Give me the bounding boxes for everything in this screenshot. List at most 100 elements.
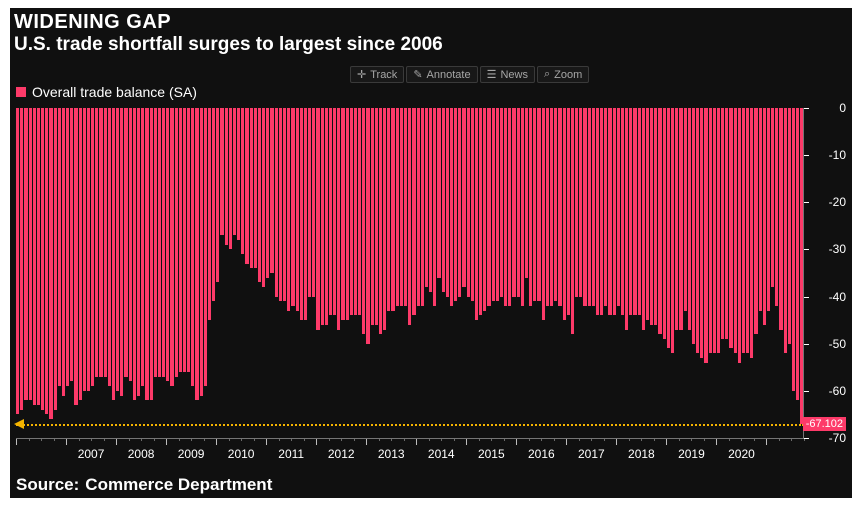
x-tick-label: 2008 bbox=[128, 447, 155, 461]
x-tick-minor bbox=[529, 439, 530, 441]
y-tick-label: -10 bbox=[810, 148, 846, 162]
x-tick-major bbox=[466, 439, 467, 445]
x-tick-minor bbox=[791, 439, 792, 441]
bar bbox=[150, 108, 153, 400]
zoom-button[interactable]: ⌕ Zoom bbox=[537, 66, 589, 83]
y-tick-mark bbox=[804, 391, 809, 392]
bar bbox=[154, 108, 157, 377]
bar bbox=[754, 108, 757, 334]
bar bbox=[788, 108, 791, 344]
bar bbox=[16, 108, 19, 414]
x-tick-minor bbox=[441, 439, 442, 441]
bar bbox=[779, 108, 782, 330]
bar bbox=[129, 108, 132, 381]
x-tick-label: 2007 bbox=[78, 447, 105, 461]
bar bbox=[696, 108, 699, 353]
bar bbox=[391, 108, 394, 311]
x-tick-minor bbox=[154, 439, 155, 441]
chart-panel: WIDENING GAP U.S. trade shortfall surges… bbox=[10, 8, 852, 498]
bar bbox=[746, 108, 749, 353]
bar bbox=[337, 108, 340, 330]
bar bbox=[321, 108, 324, 325]
x-tick-minor bbox=[654, 439, 655, 441]
bar bbox=[300, 108, 303, 320]
bar bbox=[554, 108, 557, 301]
x-tick-major bbox=[416, 439, 417, 445]
x-tick-minor bbox=[379, 439, 380, 441]
bar bbox=[404, 108, 407, 306]
bar bbox=[275, 108, 278, 297]
y-tick-mark bbox=[804, 344, 809, 345]
bar bbox=[771, 108, 774, 287]
bar bbox=[692, 108, 695, 344]
bar bbox=[725, 108, 728, 339]
bar bbox=[621, 108, 624, 315]
x-tick-minor bbox=[79, 439, 80, 441]
legend-label: Overall trade balance (SA) bbox=[32, 84, 197, 100]
bar bbox=[658, 108, 661, 334]
bar bbox=[208, 108, 211, 320]
bar bbox=[175, 108, 178, 377]
bar bbox=[304, 108, 307, 320]
news-button[interactable]: ☰ News bbox=[480, 66, 535, 83]
x-tick-minor bbox=[104, 439, 105, 441]
bar bbox=[721, 108, 724, 339]
x-tick-minor bbox=[254, 439, 255, 441]
bar bbox=[162, 108, 165, 377]
bar bbox=[312, 108, 315, 297]
bar bbox=[646, 108, 649, 320]
x-tick-minor bbox=[479, 439, 480, 441]
plot-area[interactable] bbox=[16, 108, 804, 438]
bar bbox=[387, 108, 390, 311]
x-tick-label: 2013 bbox=[378, 447, 405, 461]
bar bbox=[650, 108, 653, 325]
x-tick-label: 2011 bbox=[278, 447, 304, 461]
legend-swatch bbox=[16, 87, 26, 97]
bar bbox=[200, 108, 203, 396]
annotate-button[interactable]: ✎ Annotate bbox=[406, 66, 477, 83]
bar bbox=[279, 108, 282, 301]
x-tick-minor bbox=[391, 439, 392, 441]
bar bbox=[24, 108, 27, 400]
bar bbox=[325, 108, 328, 325]
bar bbox=[546, 108, 549, 306]
bar bbox=[496, 108, 499, 301]
x-tick-minor bbox=[29, 439, 30, 441]
annotate-label: Annotate bbox=[427, 69, 471, 81]
bar bbox=[475, 108, 478, 320]
zoom-icon: ⌕ bbox=[544, 68, 550, 81]
x-tick-major bbox=[166, 439, 167, 445]
bar bbox=[608, 108, 611, 315]
bar bbox=[296, 108, 299, 311]
x-tick-minor bbox=[204, 439, 205, 441]
bar bbox=[120, 108, 123, 396]
bar bbox=[604, 108, 607, 306]
bar bbox=[483, 108, 486, 311]
bar bbox=[688, 108, 691, 330]
bar bbox=[663, 108, 666, 339]
bar bbox=[709, 108, 712, 353]
bar bbox=[775, 108, 778, 306]
x-tick-minor bbox=[454, 439, 455, 441]
bar bbox=[62, 108, 65, 396]
bar bbox=[191, 108, 194, 386]
bar bbox=[654, 108, 657, 325]
x-tick-label: 2016 bbox=[528, 447, 555, 461]
bar bbox=[717, 108, 720, 353]
track-button[interactable]: ✛ Track bbox=[350, 66, 404, 83]
bar bbox=[95, 108, 98, 377]
bar bbox=[220, 108, 223, 235]
chart-title: WIDENING GAP bbox=[14, 10, 848, 34]
bar bbox=[216, 108, 219, 282]
bar bbox=[521, 108, 524, 306]
y-tick-mark bbox=[804, 297, 809, 298]
bar bbox=[283, 108, 286, 301]
bar bbox=[116, 108, 119, 391]
bar bbox=[179, 108, 182, 372]
x-tick-minor bbox=[779, 439, 780, 441]
x-tick-minor bbox=[729, 439, 730, 441]
x-tick-label: 2020 bbox=[728, 447, 755, 461]
bar bbox=[734, 108, 737, 353]
x-tick-minor bbox=[279, 439, 280, 441]
y-tick-mark bbox=[804, 249, 809, 250]
